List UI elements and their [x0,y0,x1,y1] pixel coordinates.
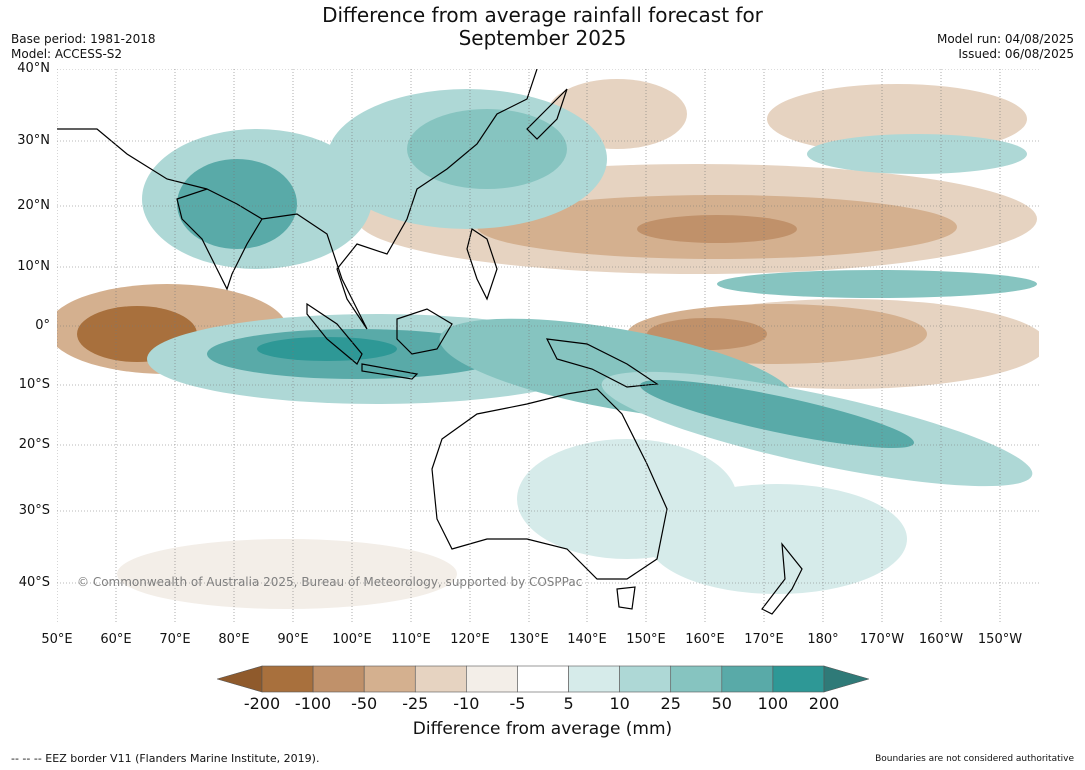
japan-coastline [526,88,568,140]
latitude-label: 30°S [18,503,50,518]
legend-tick-label: -25 [402,694,429,713]
legend-swatch [517,665,569,693]
map-canvas [57,69,1039,623]
new-guinea-coastline [545,338,659,388]
anomaly-wet-tasman [647,484,907,594]
legend-tick-label: 5 [563,694,574,713]
longitude-label: 50°E [41,632,73,647]
latitude-label: 0° [35,318,50,333]
legend-high-arrow [823,665,869,693]
legend-tick-label: -200 [243,694,281,713]
legend-tick-label: -5 [509,694,526,713]
longitude-label: 120°E [450,632,490,647]
longitude-label: 90°E [277,632,309,647]
legend-swatch [466,665,518,693]
longitude-label: 70°E [159,632,191,647]
base-period: Base period: 1981-2018 [11,32,156,46]
coastlines [57,69,803,615]
legend-tick-label: -100 [294,694,332,713]
meta-right: Model run: 04/08/2025 Issued: 06/08/2025 [937,32,1074,62]
philippines-coastline [466,228,498,301]
longitude-label: 150°E [626,632,666,647]
legend-tick-label: -10 [453,694,480,713]
latitude-label: 10°S [18,377,50,392]
legend-swatch [568,665,620,693]
longitude-label: 100°E [332,632,372,647]
legend-tick-label: 100 [757,694,789,713]
legend-swatch [363,665,416,693]
anomaly-dry-nw-pacific-peak [637,215,797,243]
latitude-label: 20°N [17,198,50,213]
longitude-label: 170°E [744,632,784,647]
borneo-coastline [396,308,453,355]
color-legend-bar [217,665,869,693]
longitude-label: 80°E [218,632,250,647]
longitude-label: 150°W [977,632,1023,647]
boundaries-note: Boundaries are not considered authoritat… [875,754,1074,764]
legend-swatch [414,665,467,693]
legend-swatch [261,665,314,693]
copyright-notice: © Commonwealth of Australia 2025, Bureau… [77,575,583,589]
legend-tick-label: 200 [808,694,840,713]
longitude-label: 160°E [685,632,725,647]
longitude-label: 110°E [391,632,431,647]
legend-tick-label: 10 [609,694,630,713]
latitude-label: 30°N [17,133,50,148]
anomaly-fills [57,79,1039,609]
longitude-label: 140°E [567,632,607,647]
legend-tick-label: -50 [351,694,378,713]
meta-left: Base period: 1981-2018 Model: ACCESS-S2 [11,32,156,62]
legend-low-arrow [217,665,263,693]
new-zealand-coastline [761,542,803,615]
title-line-2: September 2025 [458,26,627,50]
latitude-label: 40°N [17,61,50,76]
rainfall-map [57,69,1039,623]
anomaly-wet-spcz-core [640,379,914,449]
legend-swatch [619,665,672,693]
longitude-label: 170°W [859,632,905,647]
anomaly-wet-east-asia-core [407,109,567,189]
legend-swatch [312,665,365,693]
asia-coastline [57,69,538,330]
map-title: Difference from average rainfall forecas… [0,4,1085,50]
anomaly-wet-npac [807,134,1027,174]
legend-tick-label: 25 [660,694,681,713]
anomaly-wet-eq-indian-peak [257,337,397,361]
legend-swatch [670,665,723,693]
title-line-1: Difference from average rainfall forecas… [322,3,763,27]
tasmania-coastline [616,586,636,610]
anomaly-dry-s-indian [117,539,457,609]
longitude-label: 180° [807,632,839,647]
longitude-label: 160°W [918,632,964,647]
model-run: Model run: 04/08/2025 [936,32,1074,46]
java-coastline [361,363,419,380]
legend-title: Difference from average (mm) [412,719,673,739]
legend-swatch [772,665,825,693]
longitude-label: 130°E [509,632,549,647]
latitude-label: 20°S [18,437,50,452]
graticule [57,69,1039,623]
australia-coastline [431,388,668,580]
longitude-label: 60°E [100,632,132,647]
model-name: Model: ACCESS-S2 [11,47,123,61]
anomaly-wet-itcz [717,270,1037,298]
latitude-label: 10°N [17,259,50,274]
issued-date: Issued: 06/08/2025 [958,47,1074,61]
sumatra-coastline [306,302,363,365]
legend-tick-label: 50 [711,694,732,713]
eez-note: -- -- -- EEZ border V11 (Flanders Marine… [11,752,320,765]
legend-boxes [261,665,825,693]
india-coastline [176,188,263,291]
legend-swatch [721,665,774,693]
latitude-label: 40°S [18,575,50,590]
